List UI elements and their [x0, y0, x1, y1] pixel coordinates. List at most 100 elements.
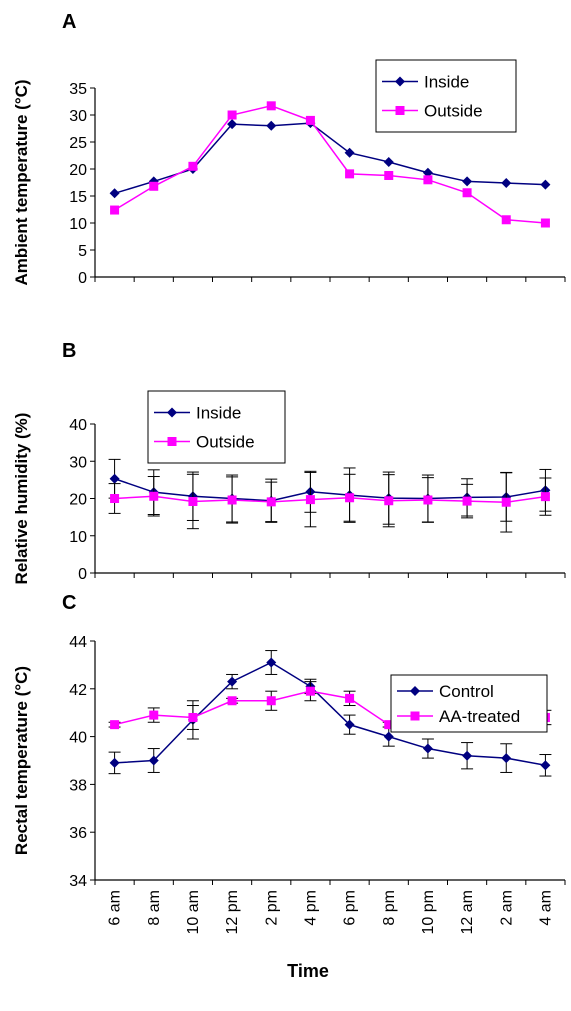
y-tick-label: 34	[69, 873, 87, 890]
data-point	[383, 156, 394, 167]
x-tick-label: 4 am	[537, 890, 554, 926]
legend-marker	[395, 106, 405, 115]
x-tick-label: 8 pm	[381, 890, 398, 926]
series-1	[108, 471, 552, 533]
y-tick-label: 10	[69, 216, 87, 233]
data-point	[462, 188, 472, 198]
legend-label: Outside	[196, 433, 255, 452]
data-point	[345, 493, 355, 503]
x-tick-label: 8 am	[146, 890, 163, 926]
y-axis-label: Ambient temperature (°C)	[12, 79, 31, 285]
series-line	[114, 661, 546, 767]
y-tick-label: 5	[78, 243, 87, 260]
x-tick-label: 12 am	[459, 890, 476, 934]
data-point	[384, 170, 394, 180]
panel-label: A	[62, 11, 76, 33]
legend: Inside Outside	[375, 59, 517, 133]
data-point	[422, 743, 433, 754]
data-point	[109, 473, 120, 484]
data-point	[266, 101, 276, 111]
data-point	[384, 496, 394, 506]
y-tick-label: 36	[69, 825, 87, 842]
y-tick-label: 40	[69, 417, 87, 434]
data-point	[501, 497, 511, 507]
data-point	[462, 496, 472, 506]
data-point	[344, 719, 355, 730]
legend-box	[147, 390, 286, 464]
data-point	[110, 720, 120, 730]
y-tick-label: 38	[69, 777, 87, 794]
data-point	[344, 147, 355, 158]
data-point	[110, 205, 120, 215]
data-point	[227, 119, 238, 130]
data-point	[305, 115, 315, 125]
legend-marker	[410, 711, 420, 721]
data-point	[149, 710, 159, 720]
y-tick-label: 44	[69, 634, 87, 651]
legend: Control AA-treated	[390, 674, 548, 733]
legend-label: Inside	[196, 404, 241, 423]
data-point	[266, 120, 277, 131]
data-point	[227, 110, 237, 120]
data-point	[540, 218, 550, 228]
data-point	[109, 757, 120, 768]
series-0	[109, 118, 551, 199]
legend: Inside Outside	[147, 390, 286, 464]
data-point	[540, 492, 550, 502]
y-tick-label: 20	[69, 492, 87, 509]
data-point	[345, 693, 355, 703]
legend-box	[390, 674, 548, 733]
legend-marker	[167, 407, 177, 418]
series-0	[108, 458, 552, 525]
data-point	[266, 497, 276, 507]
chart-panel-a: A Ambient temperature (°C) 0 5 10 15 20 25 30 35 I…	[12, 11, 566, 287]
data-point	[501, 215, 511, 225]
y-tick-label: 30	[69, 454, 87, 471]
data-point	[384, 720, 394, 730]
legend-label: Inside	[424, 73, 469, 92]
legend-label: AA-treated	[439, 707, 520, 726]
x-tick-label: 6 am	[107, 890, 124, 926]
data-point	[540, 179, 551, 190]
data-point	[423, 175, 433, 185]
x-tick-label: 10 pm	[420, 890, 437, 934]
data-point	[149, 181, 159, 191]
data-point	[188, 496, 198, 506]
series-line	[114, 495, 546, 503]
y-axis-label: Relative humidity (%)	[12, 413, 31, 585]
y-tick-label: 40	[69, 730, 87, 747]
chart-panel-b: B Relative humidity (%) 0 10 20 30 40 Inside Out…	[12, 340, 566, 585]
panel-label: C	[62, 592, 76, 614]
data-point	[227, 495, 237, 505]
data-point	[227, 676, 238, 687]
y-tick-label: 25	[69, 135, 87, 152]
x-tick-label: 4 pm	[302, 890, 319, 926]
legend-marker	[410, 686, 420, 696]
chart-panel-c: C Rectal temperature (°C) 34 36 38 40 42 44 6 am…	[12, 592, 566, 934]
panel-label: B	[62, 340, 76, 362]
figure-xlabel: Time	[287, 961, 329, 981]
y-tick-label: 0	[78, 270, 87, 287]
data-point	[188, 161, 198, 171]
series-0	[108, 650, 552, 777]
series-line	[114, 478, 546, 502]
data-point	[227, 696, 237, 706]
legend-label: Control	[439, 682, 494, 701]
y-tick-label: 42	[69, 682, 87, 699]
x-tick-label: 2 am	[498, 890, 515, 926]
data-point	[109, 188, 120, 199]
data-point	[423, 495, 433, 505]
data-point	[305, 686, 315, 696]
y-tick-label: 20	[69, 162, 87, 179]
data-point	[148, 755, 159, 766]
y-tick-label: 15	[69, 189, 87, 206]
y-tick-label: 35	[69, 81, 87, 98]
data-point	[266, 696, 276, 706]
y-tick-label: 0	[78, 566, 87, 583]
x-tick-label: 2 pm	[263, 890, 280, 926]
data-point	[383, 731, 394, 742]
data-point	[462, 176, 473, 187]
y-axis-label: Rectal temperature (°C)	[12, 666, 31, 855]
data-point	[110, 494, 120, 503]
